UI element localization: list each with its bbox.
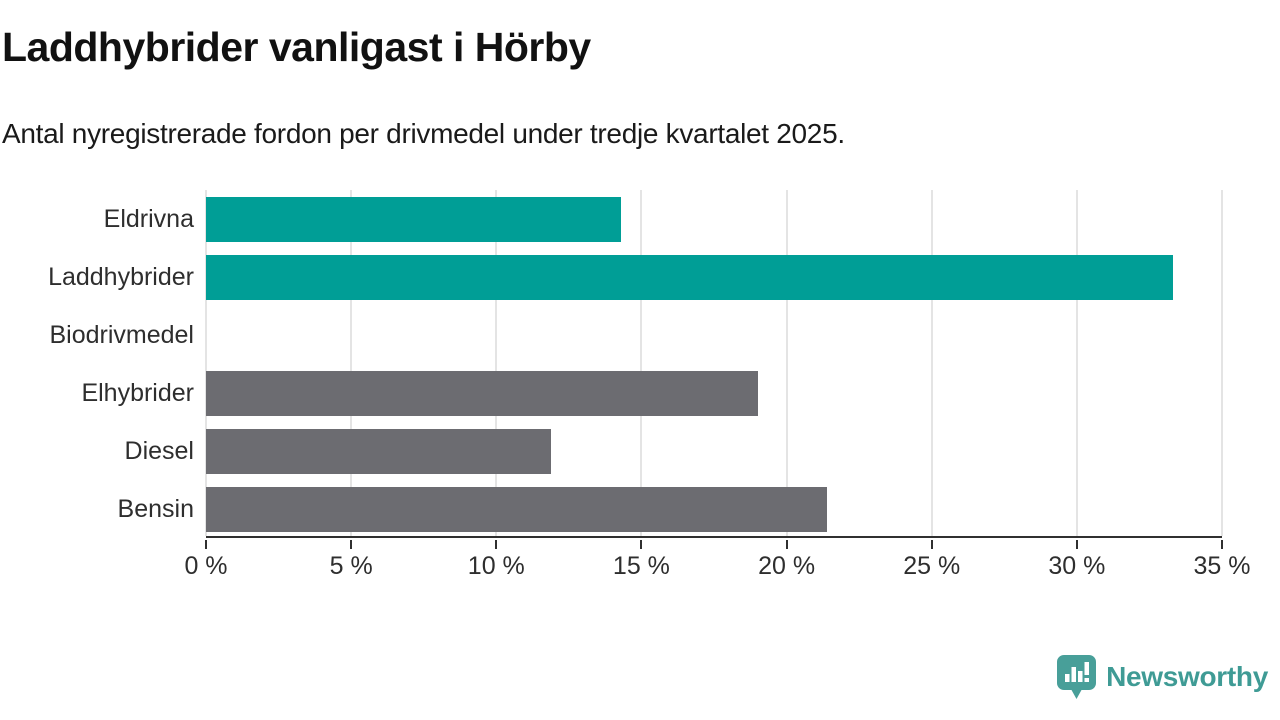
gridline [1075, 190, 1078, 536]
plot-area [205, 190, 1223, 538]
gridline [205, 190, 207, 536]
x-tick-label: 20 % [758, 552, 816, 580]
gridline [495, 190, 498, 536]
category-label-biodrivmedel: Biodrivmedel [49, 321, 194, 349]
bar-elhybrider [206, 370, 758, 416]
x-tick-mark [1075, 540, 1078, 549]
gridline [785, 190, 788, 536]
x-tick-label: 10 % [467, 552, 525, 580]
x-tick-label: 30 % [1048, 552, 1106, 580]
category-label-diesel: Diesel [124, 437, 194, 465]
gridline [350, 190, 353, 536]
gridline [640, 190, 643, 536]
x-tick-label: 15 % [612, 552, 670, 580]
bar-eldrivna [206, 196, 622, 242]
newsworthy-chart-bubble-icon [1057, 655, 1097, 699]
x-tick-mark [205, 540, 207, 549]
gridline [1221, 190, 1223, 536]
x-tick-mark [350, 540, 353, 549]
x-tick-mark [1221, 540, 1223, 549]
x-tick-mark [785, 540, 788, 549]
bar-bensin [206, 486, 828, 532]
gridline [930, 190, 933, 536]
x-axis: 0 % 5 % 10 % 15 % 20 % 25 % 30 % 35 % [184, 540, 1250, 590]
x-tick-label: 25 % [903, 552, 961, 580]
x-tick-label: 35 % [1193, 552, 1251, 580]
category-label-laddhybrider: Laddhybrider [48, 263, 194, 291]
category-label-bensin: Bensin [117, 495, 194, 523]
bar-diesel [206, 428, 552, 474]
chart-title: Laddhybrider vanligast i Hörby [2, 24, 591, 70]
x-tick-label: 5 % [329, 552, 373, 580]
category-axis: Eldrivna Laddhybrider Biodrivmedel Elhybrid… [0, 190, 194, 538]
x-tick-mark [930, 540, 933, 549]
bar-laddhybrider [206, 254, 1173, 300]
category-label-eldrivna: Eldrivna [103, 205, 194, 233]
chart-subtitle: Antal nyregistrerade fordon per drivmede… [2, 118, 845, 149]
x-tick-mark [495, 540, 498, 549]
category-label-elhybrider: Elhybrider [81, 379, 194, 407]
newsworthy-brand-text: Newsworthy [1106, 661, 1268, 692]
x-tick-label: 0 % [184, 552, 228, 580]
x-tick-mark [640, 540, 643, 549]
newsworthy-logo: Newsworthy [1056, 654, 1268, 700]
